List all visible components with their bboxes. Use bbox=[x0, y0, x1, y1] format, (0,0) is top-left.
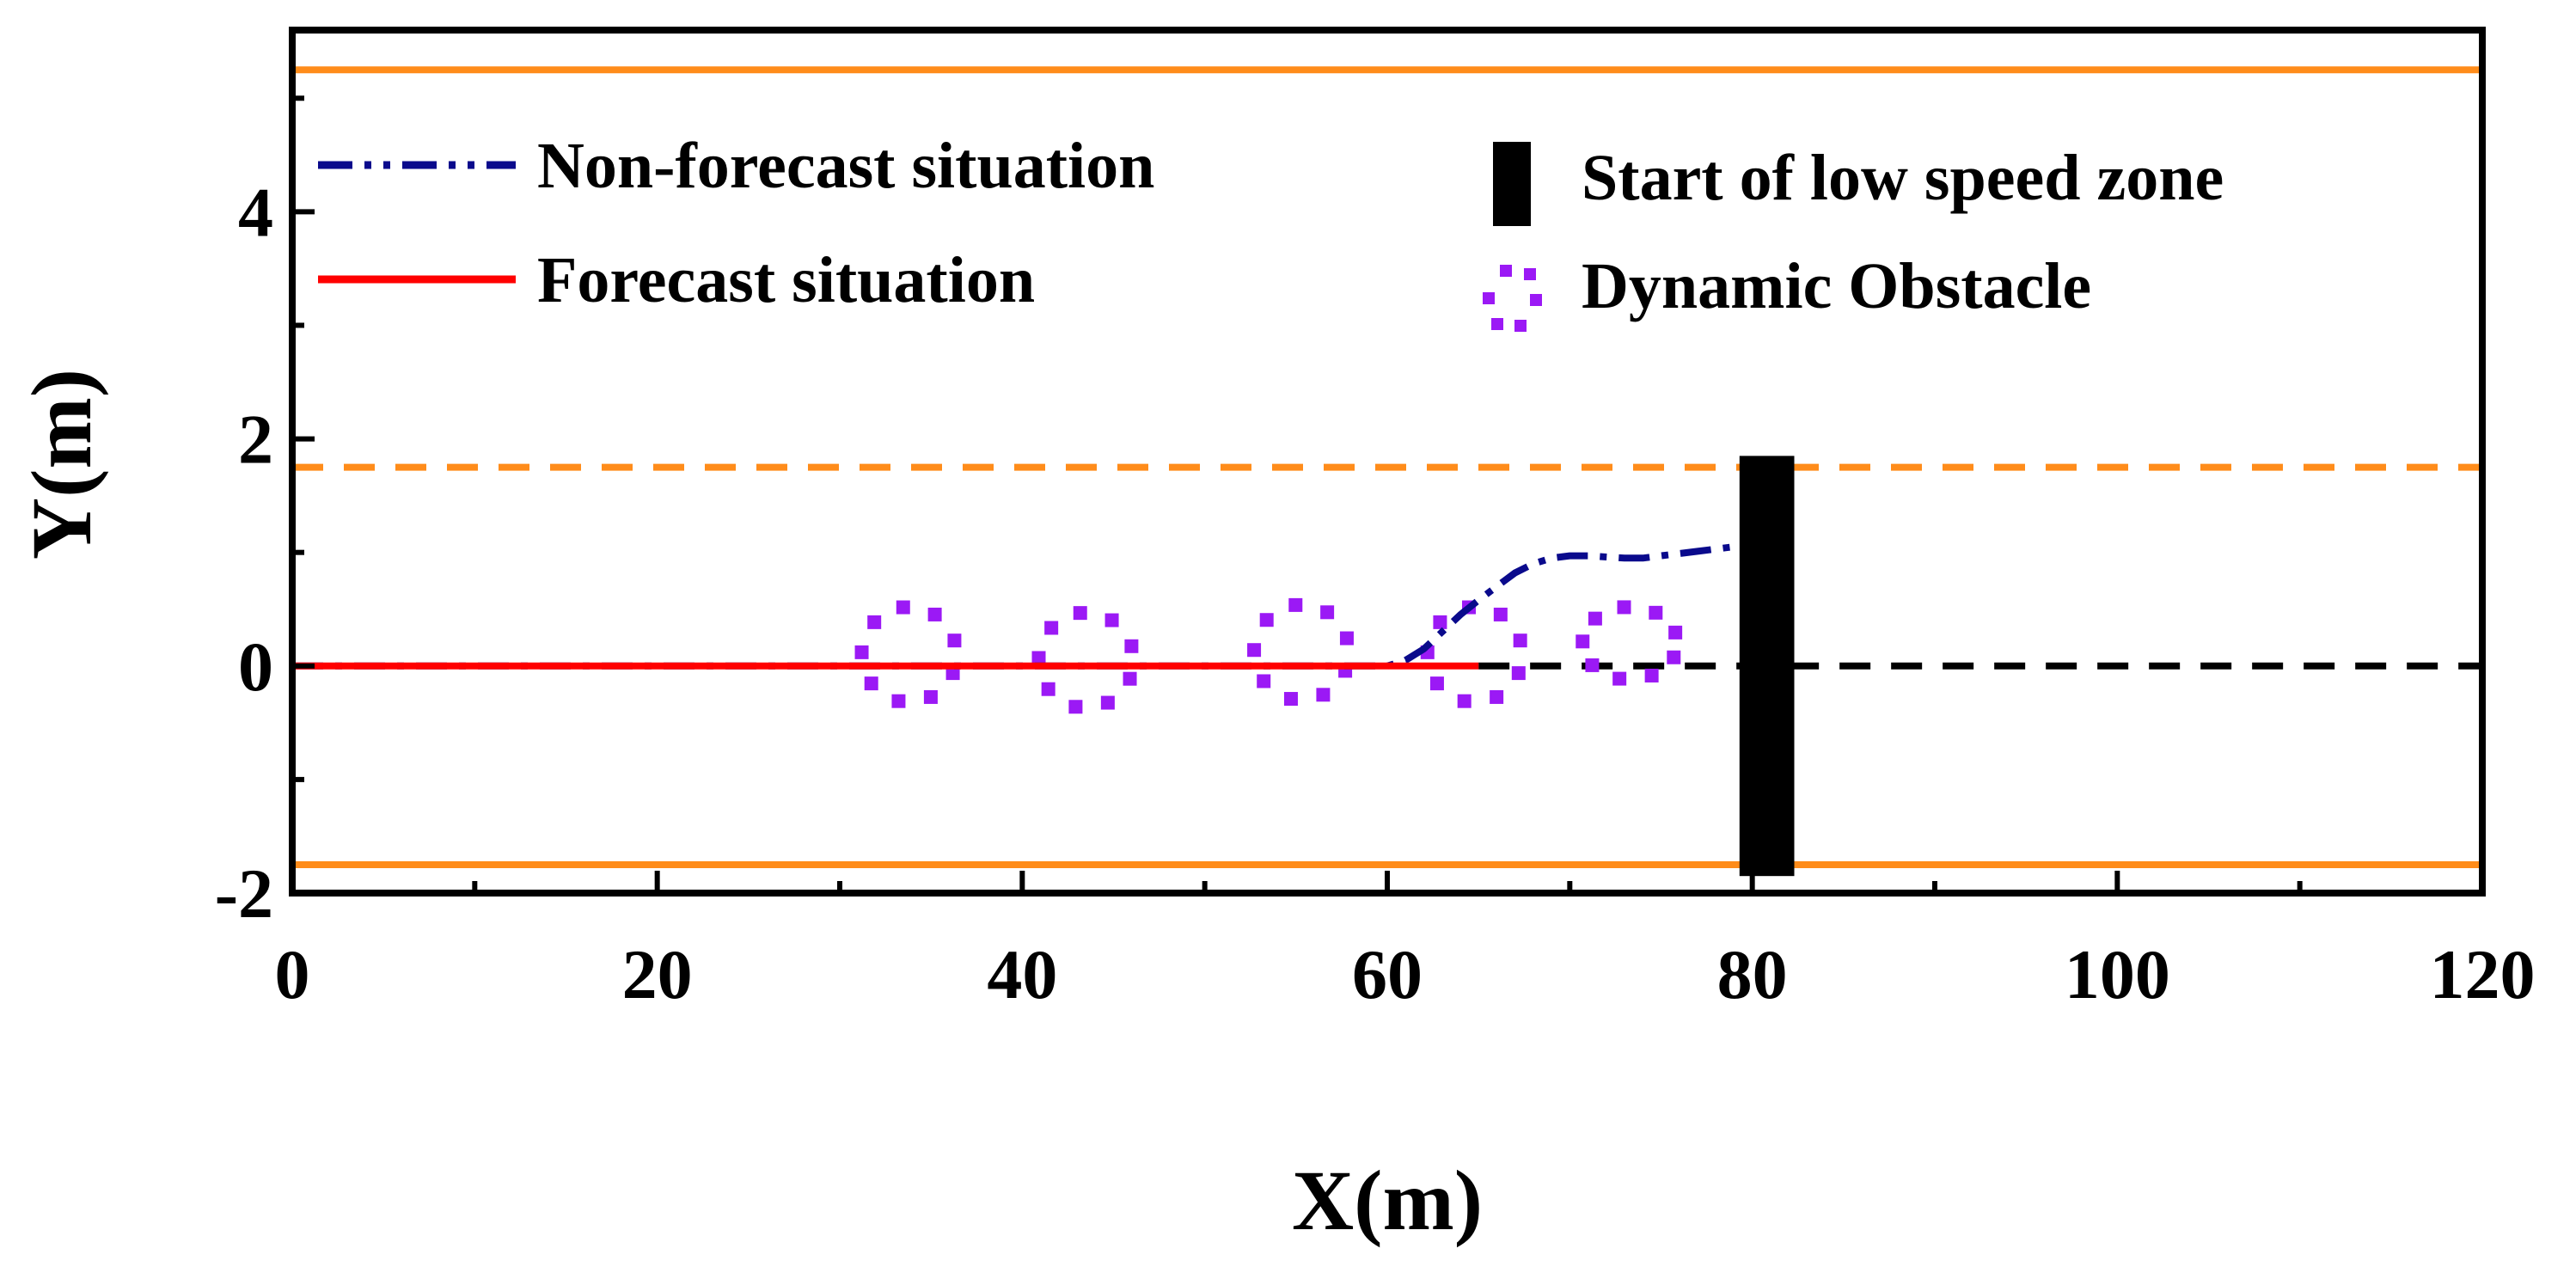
legend-label-dynamic-obstacle: Dynamic Obstacle bbox=[1582, 250, 2091, 322]
x-tick-label: 120 bbox=[2430, 935, 2536, 1013]
obstacle-dot bbox=[1513, 633, 1527, 648]
obstacle-dot bbox=[1429, 676, 1444, 691]
obstacle-dot bbox=[891, 694, 906, 708]
obstacle-dot bbox=[1283, 692, 1298, 707]
legend-label-forecast: Forecast situation bbox=[537, 244, 1035, 316]
obstacle-dot bbox=[923, 689, 938, 704]
obstacle-dot bbox=[1124, 639, 1139, 653]
obstacle-dot bbox=[1576, 634, 1590, 649]
low-speed-zone-bar bbox=[1739, 456, 1795, 877]
legend: Non-forecast situation Forecast situatio… bbox=[318, 130, 2224, 332]
obstacle-dot bbox=[1316, 688, 1331, 702]
obstacle-dot bbox=[1073, 606, 1087, 621]
obstacle-dot bbox=[1044, 621, 1059, 635]
low-speed-zone bbox=[1739, 456, 1795, 877]
obstacle-dot bbox=[945, 666, 960, 681]
obstacle-dot bbox=[854, 645, 869, 659]
obstacle-dot bbox=[1649, 605, 1663, 620]
obstacle-dot bbox=[1457, 694, 1472, 708]
obstacle-dot bbox=[1259, 613, 1274, 627]
legend-label-non-forecast: Non-forecast situation bbox=[537, 130, 1154, 202]
obstacle-dot bbox=[1612, 671, 1627, 686]
y-tick-label: 0 bbox=[238, 627, 273, 706]
obstacle-dot bbox=[1433, 615, 1447, 629]
obstacle-dot bbox=[1104, 613, 1119, 627]
obstacle-dot bbox=[1644, 668, 1659, 682]
obstacle-dot bbox=[1617, 600, 1631, 615]
legend-label-low-speed-zone: Start of low speed zone bbox=[1582, 142, 2224, 214]
obstacle-dot bbox=[1667, 650, 1681, 664]
obstacle-dot bbox=[1031, 651, 1046, 665]
x-tick-label: 20 bbox=[622, 935, 693, 1013]
x-tick-label: 0 bbox=[275, 935, 310, 1013]
obstacle-dot bbox=[1257, 674, 1271, 689]
x-tick-label: 80 bbox=[1717, 935, 1788, 1013]
y-axis-title: Y(m) bbox=[14, 369, 109, 560]
obstacle-dot bbox=[1493, 607, 1508, 621]
obstacle-dot bbox=[1288, 597, 1303, 612]
obstacle-5 bbox=[1576, 600, 1683, 686]
obstacle-dot bbox=[896, 600, 910, 615]
y-tick-label: -2 bbox=[215, 854, 273, 933]
obstacle-dot bbox=[1585, 658, 1600, 672]
y-tick-label: 2 bbox=[238, 401, 273, 479]
legend-marker-dynamic-obstacle bbox=[1483, 265, 1542, 332]
obstacle-dot bbox=[864, 676, 878, 691]
obstacle-dot bbox=[1511, 666, 1526, 681]
obstacle-dot bbox=[867, 615, 882, 629]
obstacle-dot bbox=[1247, 643, 1262, 658]
obstacle-2 bbox=[1031, 606, 1139, 714]
obstacle-dot bbox=[947, 633, 962, 648]
obstacle-dot bbox=[1100, 695, 1115, 710]
obstacle-dot bbox=[1668, 625, 1683, 640]
obstacle-dot bbox=[1490, 689, 1504, 704]
dynamic-obstacles bbox=[854, 597, 1683, 714]
x-tick-label: 100 bbox=[2065, 935, 2170, 1013]
y-tick-label: 4 bbox=[238, 173, 273, 251]
obstacle-dot bbox=[1588, 611, 1602, 626]
lane-lines bbox=[292, 66, 2482, 868]
obstacle-dot bbox=[1320, 605, 1335, 620]
trajectory-series bbox=[292, 542, 1753, 670]
obstacle-1 bbox=[854, 600, 962, 708]
x-axis-title: X(m) bbox=[1292, 1153, 1483, 1248]
x-tick-label: 60 bbox=[1352, 935, 1423, 1013]
obstacle-dot bbox=[1339, 631, 1354, 646]
obstacle-dot bbox=[1041, 682, 1055, 696]
obstacle-dot bbox=[1123, 671, 1137, 686]
obstacle-dot bbox=[927, 607, 942, 621]
obstacle-dot bbox=[1068, 700, 1083, 714]
legend-marker-low-speed-zone bbox=[1493, 142, 1531, 226]
x-tick-label: 40 bbox=[987, 935, 1057, 1013]
